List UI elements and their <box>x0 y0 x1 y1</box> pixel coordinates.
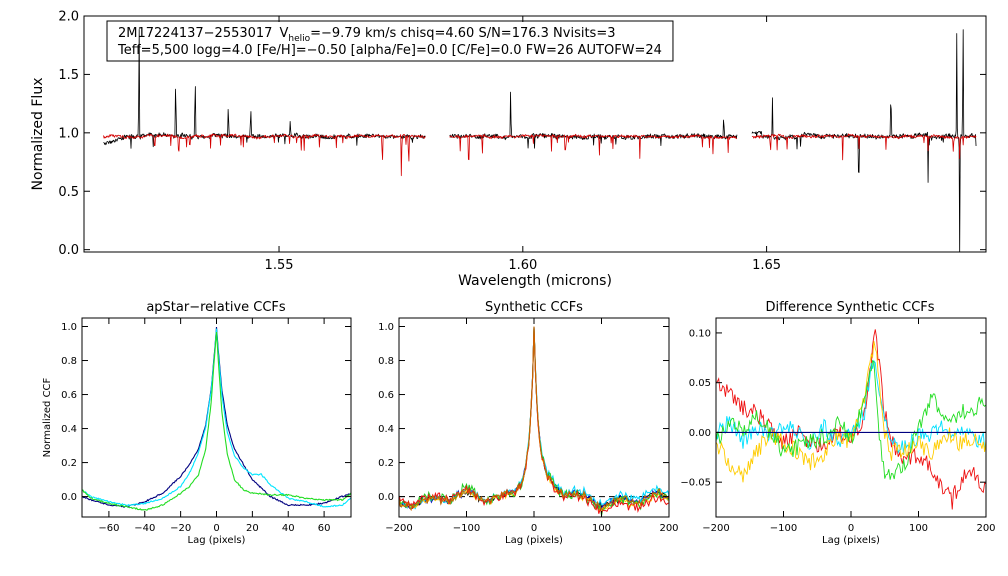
spectrum-panel: 2M17224137−2553017 Vhelio=−9.79 km/s chis… <box>30 10 987 289</box>
y-tick-label: −0.05 <box>680 478 711 489</box>
x-axis-label: Lag (pixels) <box>505 535 563 546</box>
ccf_synthetic-plot-area <box>399 326 669 517</box>
x-tick-label: 40 <box>282 523 295 534</box>
x-tick-label: 0 <box>848 523 854 534</box>
y-tick-label: 0.10 <box>689 328 711 339</box>
ccf-difference-visit-1-line <box>716 329 986 510</box>
x-tick-label: 100 <box>592 523 611 534</box>
x-tick-label: 1.55 <box>265 258 294 273</box>
ccf-difference-title: Difference Synthetic CCFs <box>765 300 934 315</box>
ccf-relative-visit-3-line <box>82 332 351 511</box>
y-axis-label: Normalized CCF <box>42 377 53 457</box>
y-tick-label: 0.00 <box>689 428 711 439</box>
x-tick-label: −60 <box>98 523 119 534</box>
spectrum-plot-area <box>103 29 977 252</box>
y-tick-label: 0.0 <box>61 492 77 503</box>
x-tick-label: −20 <box>170 523 191 534</box>
x-tick-label: 20 <box>246 523 259 534</box>
legend-line-1: 2M17224137−2553017 Vhelio=−9.79 km/s chis… <box>118 26 616 44</box>
x-tick-label: −200 <box>702 523 729 534</box>
legend-line-2: Teff=5,500 logg=4.0 [Fe/H]=−0.50 [alpha/… <box>117 43 662 58</box>
y-tick-label: 0.8 <box>61 356 77 367</box>
x-tick-label: 200 <box>976 523 995 534</box>
y-axis-label: Normalized Flux <box>30 78 46 191</box>
y-tick-label: 0.4 <box>378 424 394 435</box>
legend-vhelio-sub: helio <box>288 34 310 44</box>
x-tick-label: −100 <box>770 523 797 534</box>
y-tick-label: 0.05 <box>689 378 711 389</box>
x-tick-label: −100 <box>453 523 480 534</box>
y-tick-label: 0.0 <box>58 243 79 258</box>
x-tick-label: −200 <box>385 523 412 534</box>
x-tick-label: 60 <box>318 523 331 534</box>
x-tick-label: 200 <box>659 523 678 534</box>
y-tick-label: 0.6 <box>378 390 394 401</box>
y-tick-label: 0.0 <box>378 492 394 503</box>
ccf-difference-visit-2-line <box>716 359 986 456</box>
x-tick-label: −40 <box>134 523 155 534</box>
ccf-synthetic-combined-line <box>399 326 669 512</box>
legend-box <box>106 20 674 62</box>
spectrum-model-line <box>449 133 737 161</box>
ccf-relative-visit-2-line <box>82 328 351 508</box>
y-tick-label: 0.4 <box>61 424 77 435</box>
x-tick-label: 0 <box>213 523 219 534</box>
ccf-synthetic-title: Synthetic CCFs <box>485 300 583 315</box>
ccf-relative-title: apStar−relative CCFs <box>146 300 286 315</box>
y-tick-label: 0.6 <box>61 390 77 401</box>
y-tick-label: 1.0 <box>58 126 79 141</box>
x-axis-label: Lag (pixels) <box>188 535 246 546</box>
x-axis-label: Wavelength (microns) <box>458 273 612 289</box>
ccf-synthetic-panel: Synthetic CCFs −200 −100 0 100 200 0.0 0.2 0.4 0… <box>378 300 678 546</box>
x-tick-label: 100 <box>909 523 928 534</box>
legend-vhelio-rest: =−9.79 km/s chisq=4.60 S/N=176.3 Nvisits… <box>310 26 615 41</box>
y-tick-label: 2.0 <box>58 10 79 25</box>
x-axis-label: Lag (pixels) <box>822 535 880 546</box>
spectrum-observed-line <box>449 91 738 149</box>
y-tick-label: 0.5 <box>58 185 79 200</box>
y-tick-label: 1.0 <box>61 322 77 333</box>
x-tick-label: 1.60 <box>508 258 537 273</box>
y-tick-label: 1.5 <box>58 68 79 83</box>
y-tick-label: 0.2 <box>378 458 394 469</box>
spectrum-model-line <box>751 133 977 161</box>
y-tick-label: 0.8 <box>378 356 394 367</box>
y-tick-label: 1.0 <box>378 322 394 333</box>
ccf-difference-panel: Difference Synthetic CCFs −200 −100 0 100 20… <box>680 300 995 546</box>
legend-vhelio-v: V <box>279 26 288 41</box>
ccf_difference-plot-area <box>716 329 986 510</box>
ccf_relative-plot-area <box>82 327 351 511</box>
ccf-difference-visit-4-line <box>716 359 986 480</box>
y-tick-label: 0.2 <box>61 458 77 469</box>
ccf-relative-panel: apStar−relative CCFs −60 −40 −20 0 20 40 60 0.0… <box>42 300 352 546</box>
spectrum-model-line <box>103 133 426 177</box>
x-tick-label: 0 <box>531 523 537 534</box>
legend-star-id: 2M17224137−2553017 <box>118 26 272 41</box>
spectrum-axes-frame <box>83 15 987 253</box>
x-tick-label: 1.65 <box>752 258 781 273</box>
